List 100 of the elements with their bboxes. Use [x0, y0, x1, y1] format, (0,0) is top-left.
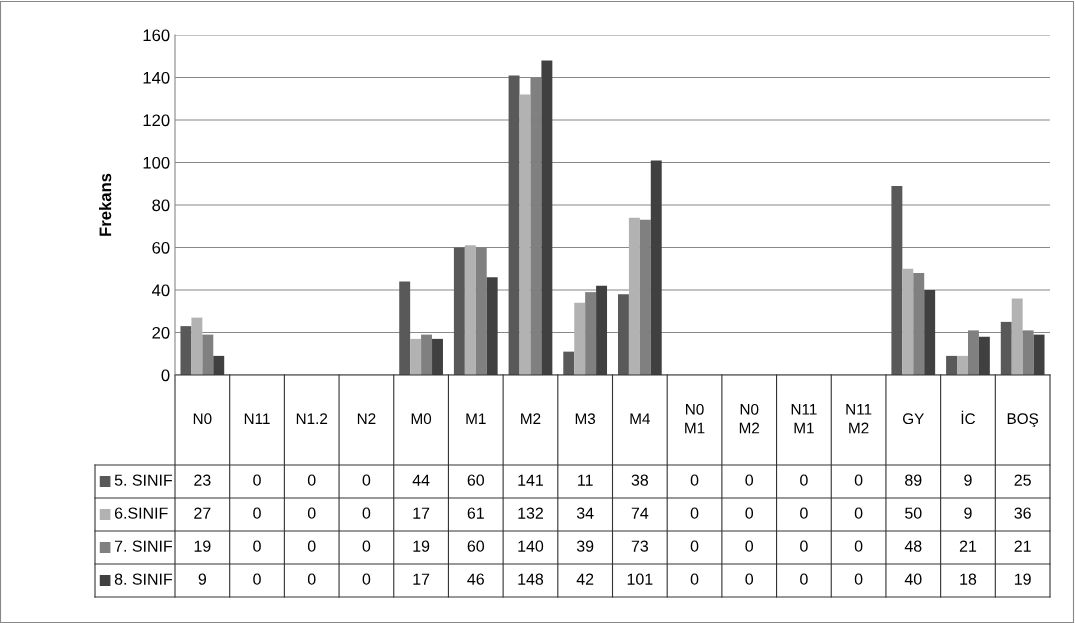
bar [924, 290, 936, 375]
data-label: 61 [467, 507, 484, 519]
bar [202, 334, 214, 375]
data-label: 60 [467, 540, 485, 552]
data-label: 0 [690, 474, 699, 486]
data-label: 0 [745, 474, 754, 486]
data-label: 11 [578, 474, 593, 486]
x-tick-label: GY [903, 413, 924, 425]
data-label: 74 [631, 507, 649, 519]
x-tick-label: N11 M2 [846, 404, 872, 434]
y-tick-label: 60 [152, 241, 170, 254]
y-tick-label: 40 [151, 284, 170, 297]
bar [464, 245, 476, 375]
data-label: 46 [467, 573, 484, 585]
data-label: 141 [518, 474, 544, 486]
data-label: 21 [959, 540, 977, 552]
bar [410, 338, 422, 375]
data-label: 0 [745, 573, 754, 585]
data-label: 148 [518, 573, 544, 585]
data-label: 0 [854, 573, 863, 585]
bar [453, 247, 465, 375]
y-tick-label: 100 [143, 156, 170, 169]
data-label: 0 [362, 474, 371, 486]
bar [399, 281, 411, 375]
bar [1033, 334, 1045, 375]
bar [891, 185, 903, 375]
data-label: 0 [745, 540, 754, 552]
bar [650, 160, 662, 375]
y-tick-label: 80 [152, 199, 170, 212]
bar [1011, 298, 1023, 375]
bar [574, 302, 586, 375]
bar [519, 94, 531, 375]
data-label: 0 [690, 573, 699, 585]
bar [957, 355, 968, 375]
bar [486, 277, 498, 375]
data-label: 18 [960, 573, 977, 585]
data-label: 0 [362, 507, 371, 519]
legend-label: 5. SINIF [114, 474, 173, 486]
bar [563, 351, 575, 375]
bar [541, 60, 553, 375]
bar [508, 75, 520, 375]
bar [946, 355, 958, 375]
data-label: 0 [800, 573, 808, 585]
x-tick-label: N0 [193, 413, 212, 425]
x-tick-label: BOŞ [1007, 413, 1039, 428]
bar [596, 285, 608, 375]
data-label: 0 [854, 507, 863, 519]
data-label: 38 [631, 474, 649, 486]
bar [617, 294, 629, 375]
data-label: 0 [307, 507, 316, 519]
data-label: 0 [253, 474, 261, 486]
x-tick-label: N1.2 [296, 413, 328, 424]
y-tick-label: 120 [143, 114, 170, 127]
data-label: 0 [800, 540, 808, 552]
x-tick-label: M1 [466, 413, 486, 424]
data-label: 0 [307, 474, 316, 486]
bar [902, 268, 914, 375]
x-tick-label: N0 M1 [685, 403, 705, 434]
data-label: 0 [362, 573, 371, 585]
bar [1000, 321, 1012, 375]
data-label: 23 [194, 474, 211, 486]
bar [421, 334, 433, 375]
bar [978, 336, 990, 375]
data-label: 36 [1014, 507, 1031, 519]
data-label: 25 [1014, 474, 1031, 486]
data-label: 0 [854, 474, 863, 486]
data-label: 9 [964, 474, 972, 486]
y-axis-title: Frekans [99, 173, 112, 236]
data-label: 44 [412, 474, 430, 486]
x-tick-label: N0 M2 [739, 403, 760, 434]
data-label: 0 [253, 540, 261, 552]
data-label: 60 [467, 474, 485, 486]
bar [432, 338, 443, 375]
data-label: 34 [576, 507, 594, 519]
data-label: 9 [198, 573, 207, 585]
data-label: 0 [307, 540, 316, 552]
bar [628, 217, 640, 375]
data-label: 50 [905, 507, 922, 519]
data-label: 132 [518, 507, 543, 519]
data-label: 0 [690, 507, 699, 519]
data-label: 73 [631, 540, 649, 552]
data-label: 48 [904, 540, 922, 552]
data-label: 0 [253, 573, 261, 585]
data-label: 17 [413, 507, 430, 519]
data-label: 17 [413, 573, 430, 585]
data-label: 19 [1014, 573, 1031, 585]
data-label: 21 [1014, 540, 1031, 552]
data-label: 0 [690, 540, 699, 552]
x-tick-label: N11 M1 [791, 404, 817, 434]
bar [213, 355, 225, 375]
x-tick-label: M3 [575, 413, 596, 425]
x-tick-label: N11 [244, 413, 270, 424]
bar [180, 326, 192, 375]
data-label: 19 [413, 540, 430, 552]
x-tick-label: M2 [521, 413, 541, 424]
data-label: 0 [307, 573, 316, 585]
data-label: 19 [194, 540, 211, 552]
data-label: 42 [576, 573, 594, 585]
bar [191, 317, 203, 375]
data-label: 89 [905, 474, 922, 486]
